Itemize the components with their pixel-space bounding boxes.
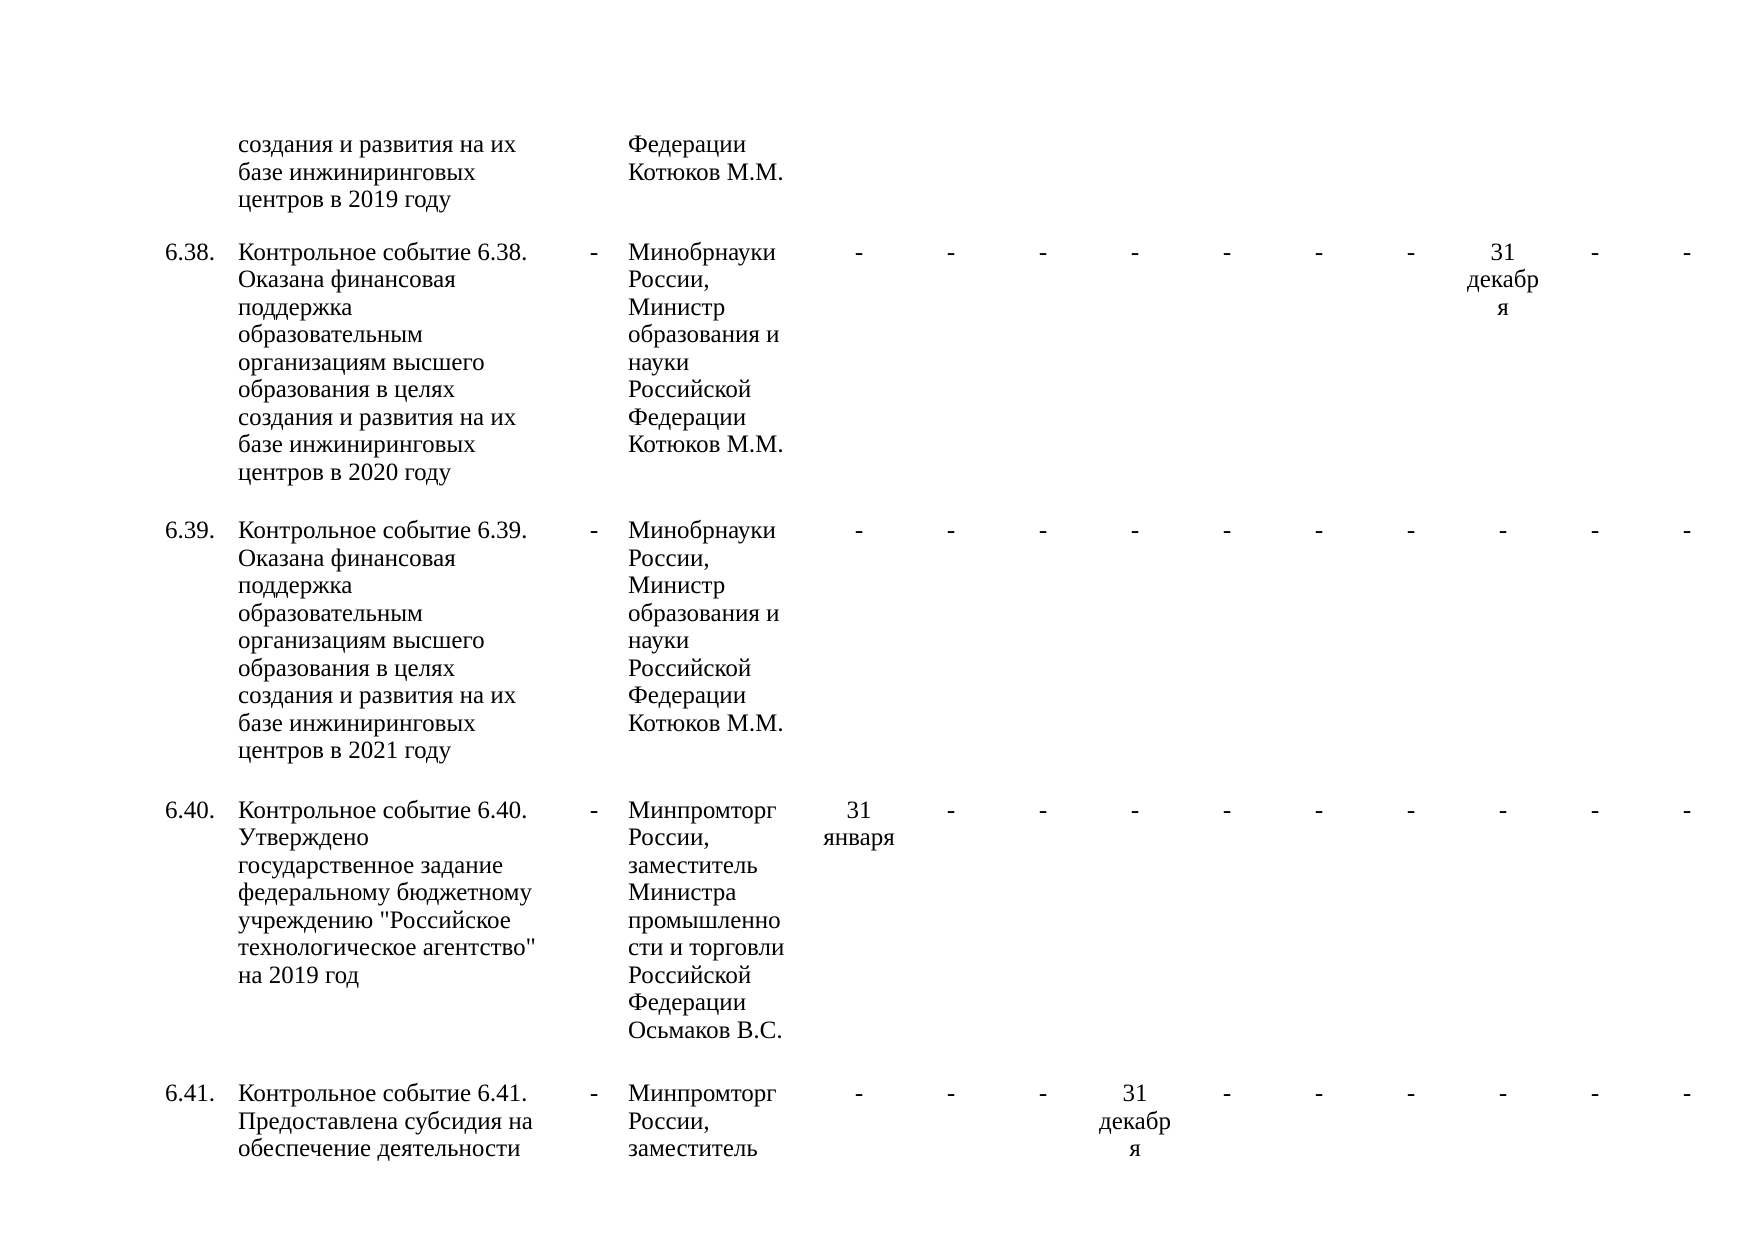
date-cell: 31 декабр я bbox=[1099, 1080, 1171, 1162]
table-row-6-39: 6.39. Контрольное событие 6.39. Оказана … bbox=[165, 517, 1733, 797]
date-cell: - bbox=[1130, 517, 1140, 544]
date-cell: - bbox=[1038, 1080, 1048, 1107]
date-cell: - bbox=[1314, 517, 1324, 544]
date-cell: - bbox=[1498, 796, 1508, 824]
date-cell: - bbox=[1222, 517, 1232, 544]
date-cell: - bbox=[1038, 238, 1048, 266]
date-cell: - bbox=[1222, 1080, 1232, 1107]
date-cell: - bbox=[1682, 517, 1692, 544]
event-description: Контрольное событие 6.41. Предоставлена … bbox=[238, 1080, 533, 1162]
row-number: 6.39. bbox=[165, 517, 215, 544]
date-cell: - bbox=[1682, 1080, 1692, 1107]
event-description: Контрольное событие 6.39. Оказана финанс… bbox=[238, 517, 528, 764]
date-cell: 31 декабр я bbox=[1467, 238, 1539, 321]
marker-cell: - bbox=[589, 1080, 599, 1107]
date-cell: - bbox=[854, 1080, 864, 1107]
table-row-6-40: 6.40. Контрольное событие 6.40. Утвержде… bbox=[165, 797, 1733, 1081]
event-description: создания и развития на их базе инжинирин… bbox=[238, 131, 517, 213]
date-cell: - bbox=[1406, 517, 1416, 544]
marker-cell: - bbox=[589, 517, 599, 544]
responsible-cell: Минпромторг России, заместитель bbox=[628, 1080, 777, 1162]
date-cell: 31 января bbox=[823, 796, 895, 852]
event-description: Контрольное событие 6.38. Оказана финанс… bbox=[238, 238, 528, 486]
date-cell: - bbox=[1314, 1080, 1324, 1107]
date-cell: - bbox=[946, 796, 956, 824]
date-cell: - bbox=[1682, 238, 1692, 266]
responsible-cell: Минпромторг России, заместитель Министра… bbox=[628, 796, 785, 1044]
table-row-6-38: 6.38. Контрольное событие 6.38. Оказана … bbox=[165, 239, 1733, 518]
milestone-table: создания и развития на их базе инжинирин… bbox=[165, 131, 1733, 1163]
date-cell: - bbox=[1222, 796, 1232, 824]
date-cell: - bbox=[1314, 796, 1324, 824]
date-cell: - bbox=[1406, 796, 1416, 824]
date-cell: - bbox=[1682, 796, 1692, 824]
date-cell: - bbox=[1590, 517, 1600, 544]
date-cell: - bbox=[1406, 1080, 1416, 1107]
date-cell: - bbox=[1406, 238, 1416, 266]
date-cell: - bbox=[854, 517, 864, 544]
row-number: 6.40. bbox=[165, 796, 215, 824]
page-content: создания и развития на их базе инжинирин… bbox=[165, 131, 1733, 1163]
date-cell: - bbox=[946, 517, 956, 544]
row-number: 6.41. bbox=[165, 1080, 215, 1107]
date-cell: - bbox=[946, 1080, 956, 1107]
responsible-cell: Минобрнауки России, Министр образования … bbox=[628, 517, 784, 737]
row-number: 6.38. bbox=[165, 238, 215, 266]
date-cell: - bbox=[854, 238, 864, 266]
table-row-6-41: 6.41. Контрольное событие 6.41. Предоста… bbox=[165, 1080, 1733, 1163]
responsible-cell: Федерации Котюков М.М. bbox=[628, 131, 784, 186]
responsible-cell: Минобрнауки России, Министр образования … bbox=[628, 238, 784, 459]
marker-cell: - bbox=[589, 238, 599, 266]
date-cell: - bbox=[1590, 1080, 1600, 1107]
marker-cell: - bbox=[589, 796, 599, 824]
date-cell: - bbox=[1222, 238, 1232, 266]
date-cell: - bbox=[1314, 238, 1324, 266]
date-cell: - bbox=[1130, 238, 1140, 266]
table-row-continuation: создания и развития на их базе инжинирин… bbox=[165, 131, 1733, 239]
date-cell: - bbox=[1498, 1080, 1508, 1107]
date-cell: - bbox=[1130, 796, 1140, 824]
date-cell: - bbox=[1590, 796, 1600, 824]
date-cell: - bbox=[1498, 517, 1508, 544]
date-cell: - bbox=[1038, 796, 1048, 824]
date-cell: - bbox=[1590, 238, 1600, 266]
event-description: Контрольное событие 6.40. Утверждено гос… bbox=[238, 796, 536, 989]
date-cell: - bbox=[1038, 517, 1048, 544]
date-cell: - bbox=[946, 238, 956, 266]
